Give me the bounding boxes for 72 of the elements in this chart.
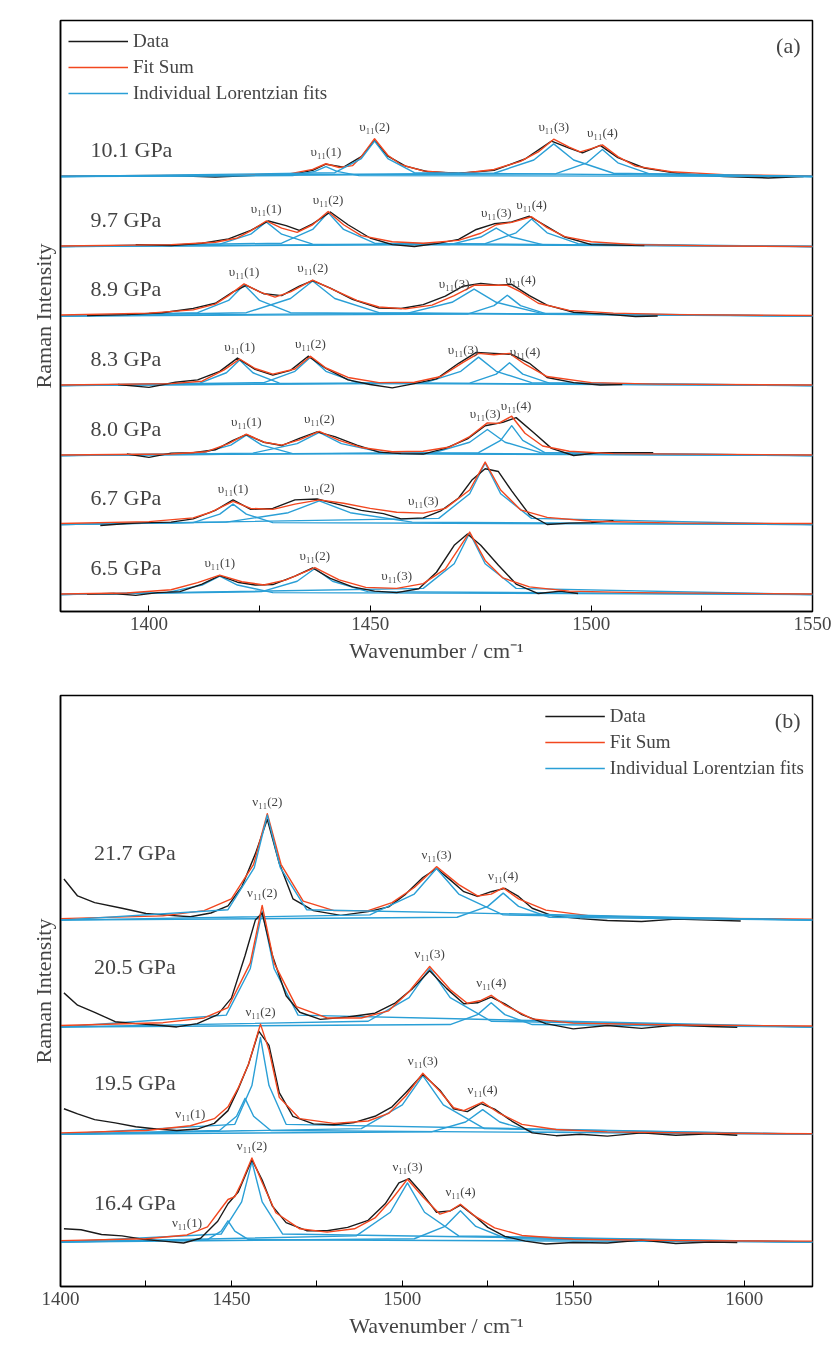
annotation: 9.7 GPa [90,207,162,233]
annotation: υ₁₁(3) [538,119,570,135]
annotation: 16.4 GPa [93,1189,177,1215]
annotation: υ₁₁(2) [303,479,335,495]
annotation: ν₁₁(3) [392,1159,423,1175]
annotation: υ₁₁(1) [228,263,260,279]
annotation: ν₁₁(2) [252,793,283,809]
annotation: υ₁₁(2) [295,336,326,352]
x-axis-title: Wavenumber / cm⁻¹ [349,1312,524,1338]
annotation: υ₁₁(4) [505,271,536,287]
annotation: 8.9 GPa [90,276,162,302]
y-axis-title: Raman Intensity [30,243,56,389]
annotation: 10.1 GPa [90,137,173,163]
annotation: 8.3 GPa [90,346,162,372]
annotation: υ₁₁(4) [516,196,547,212]
annotation: υ₁₁(1) [224,339,255,355]
annotation: υ₁₁(4) [509,344,541,360]
annotation: υ₁₁(3) [480,204,512,220]
x-tick-label: 1400 [129,612,168,634]
annotation: υ₁₁(2) [303,411,335,427]
legend-label: Fit Sum [609,730,671,754]
annotation: 6.7 GPa [90,484,162,510]
annotation: ν₁₁(3) [414,946,445,962]
annotation: ν₁₁(4) [467,1082,498,1098]
annotation: 8.0 GPa [90,416,162,441]
annotation: ν₁₁(3) [407,1053,438,1069]
annotation: ν₁₁(1) [175,1105,206,1121]
x-tick-label: 1500 [572,612,611,634]
annotation: υ₁₁(3) [447,342,479,358]
annotation: υ₁₁(2) [297,260,328,276]
annotation: υ₁₁(1) [217,481,249,497]
x-tick-label: 1400 [41,1287,80,1309]
annotation: 21.7 GPa [93,839,177,865]
legend-label: Individual Lorentzian fits [609,756,804,780]
legend-label: Fit Sum [133,55,194,79]
annotation: ν₁₁(4) [445,1184,476,1200]
annotation: ν₁₁(1) [171,1214,203,1230]
legend-label: Individual Lorentzian fits [133,81,328,105]
x-tick-label: 1600 [725,1287,764,1309]
annotation: 20.5 GPa [93,953,177,979]
annotation: υ₁₁(3) [438,275,470,291]
annotation: υ₁₁(1) [204,555,236,571]
annotation: υ₁₁(3) [407,493,439,509]
annotation: υ₁₁(1) [230,414,262,430]
annotation: υ₁₁(4) [500,397,532,413]
annotation: υ₁₁(3) [381,568,413,584]
annotation: υ₁₁(2) [312,191,344,207]
annotation: υ₁₁(3) [469,405,501,421]
text: (a) [776,32,801,58]
x-tick-label: 1450 [212,1287,251,1309]
x-axis-title: Wavenumber / cm⁻¹ [349,637,524,663]
annotation: ν₁₁(4) [488,867,519,883]
x-tick-label: 1550 [793,612,832,634]
annotation: υ₁₁(4) [587,124,618,140]
legend-label: Data [609,704,646,728]
y-axis-title: Raman Intensity [30,918,56,1064]
annotation: ν₁₁(2) [236,1137,267,1153]
annotation: 19.5 GPa [93,1069,177,1095]
x-tick-label: 1500 [383,1287,422,1309]
annotation: υ₁₁(1) [310,143,342,159]
annotation: ν₁₁(2) [245,1004,276,1020]
annotation: ν₁₁(2) [247,885,278,901]
text: (b) [774,707,801,733]
annotation: υ₁₁(2) [359,118,390,134]
legend-label: Data [133,29,169,53]
x-tick-label: 1450 [351,612,390,634]
x-tick-label: 1550 [554,1287,593,1309]
annotation: υ₁₁(2) [299,547,331,563]
annotation: υ₁₁(1) [250,200,282,216]
annotation: 6.5 GPa [90,555,162,581]
annotation: ν₁₁(3) [421,846,452,862]
annotation: ν₁₁(4) [476,975,507,991]
